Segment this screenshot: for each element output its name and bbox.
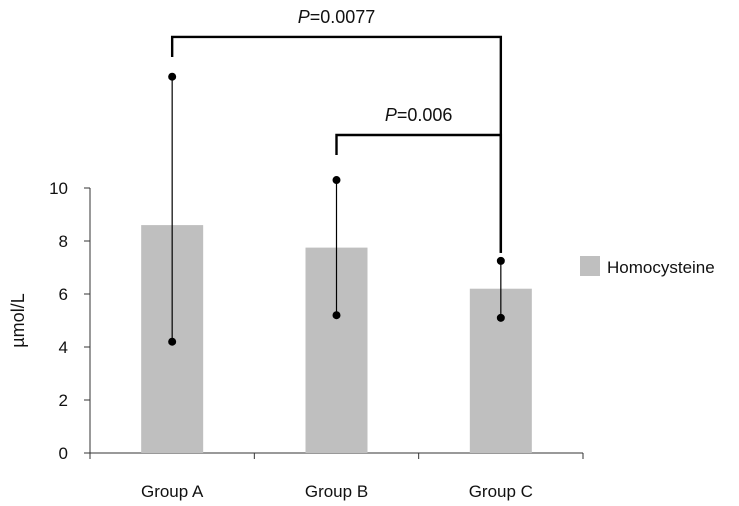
x-tick-label: Group C	[469, 482, 533, 501]
y-tick-label: 10	[49, 179, 68, 198]
y-tick-label: 0	[59, 444, 68, 463]
significance-brackets: P=0.0077 P=0.006	[170, 7, 503, 253]
p-value-label: P=0.006	[385, 105, 453, 125]
error-cap-high	[168, 72, 177, 81]
significance-bracket	[335, 133, 503, 253]
x-tick-label: Group A	[141, 482, 204, 501]
error-cap-low	[332, 311, 341, 320]
error-cap-low	[168, 337, 177, 346]
error-bars	[168, 72, 505, 346]
error-cap-high	[496, 256, 505, 265]
error-cap-low	[496, 313, 505, 322]
error-cap-high	[332, 176, 341, 185]
y-tick-label: 4	[59, 338, 68, 357]
legend-swatch	[580, 256, 600, 276]
p-value-label: P=0.0077	[298, 7, 376, 27]
y-tick-label: 6	[59, 285, 68, 304]
legend-label: Homocysteine	[607, 258, 715, 277]
axes: 0 2 4 6 8 10 Group A Group B Group C µmol/L	[8, 179, 584, 501]
y-tick-label: 8	[59, 232, 68, 251]
x-tick-label: Group B	[305, 482, 368, 501]
legend: Homocysteine	[580, 256, 715, 277]
y-tick-label: 2	[59, 391, 68, 410]
y-axis-title: µmol/L	[8, 293, 28, 347]
